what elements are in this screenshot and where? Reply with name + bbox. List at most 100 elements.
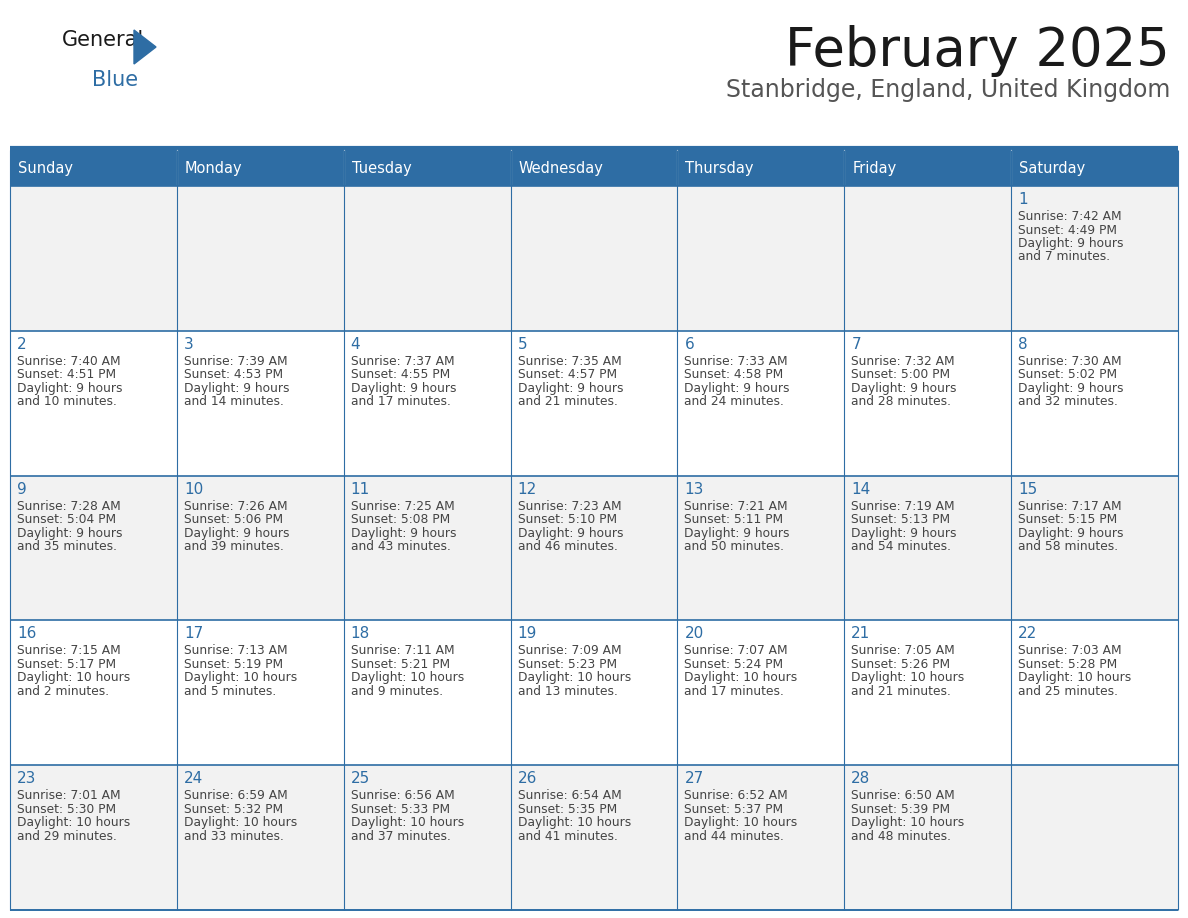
Bar [1011,621,1178,766]
Text: and 37 minutes.: and 37 minutes. [350,830,450,843]
Bar [10,621,177,766]
Text: and 5 minutes.: and 5 minutes. [184,685,276,698]
Text: Sunset: 4:49 PM: Sunset: 4:49 PM [1018,223,1117,237]
Text: and 54 minutes.: and 54 minutes. [852,540,952,554]
Text: 10: 10 [184,482,203,497]
Text: 1: 1 [1018,192,1028,207]
Bar [343,150,511,186]
Text: and 33 minutes.: and 33 minutes. [184,830,284,843]
Text: Daylight: 10 hours: Daylight: 10 hours [1018,671,1131,685]
Bar [177,330,343,476]
Bar [10,766,177,910]
Text: 19: 19 [518,626,537,642]
Text: Sunset: 5:24 PM: Sunset: 5:24 PM [684,658,784,671]
Text: Daylight: 9 hours: Daylight: 9 hours [518,382,623,395]
Text: Sunset: 5:37 PM: Sunset: 5:37 PM [684,802,784,816]
Text: and 39 minutes.: and 39 minutes. [184,540,284,554]
Text: 22: 22 [1018,626,1037,642]
Text: Sunday: Sunday [18,161,72,175]
Text: Sunrise: 7:26 AM: Sunrise: 7:26 AM [184,499,287,512]
Text: Daylight: 10 hours: Daylight: 10 hours [518,671,631,685]
Text: Daylight: 10 hours: Daylight: 10 hours [852,816,965,829]
Text: 4: 4 [350,337,360,352]
Text: Sunrise: 7:35 AM: Sunrise: 7:35 AM [518,354,621,368]
Text: 6: 6 [684,337,694,352]
Bar [343,186,511,330]
Text: Sunrise: 7:19 AM: Sunrise: 7:19 AM [852,499,955,512]
Bar [10,476,177,621]
Text: Sunset: 5:32 PM: Sunset: 5:32 PM [184,802,283,816]
Text: 28: 28 [852,771,871,786]
Text: Daylight: 9 hours: Daylight: 9 hours [350,527,456,540]
Text: Tuesday: Tuesday [352,161,411,175]
Text: Daylight: 9 hours: Daylight: 9 hours [184,382,290,395]
Text: Sunrise: 7:42 AM: Sunrise: 7:42 AM [1018,210,1121,223]
Text: Sunrise: 7:23 AM: Sunrise: 7:23 AM [518,499,621,512]
Bar [845,621,1011,766]
Text: Daylight: 10 hours: Daylight: 10 hours [350,816,465,829]
Bar [1011,766,1178,910]
Text: and 24 minutes.: and 24 minutes. [684,396,784,409]
Text: Thursday: Thursday [685,161,754,175]
Text: and 17 minutes.: and 17 minutes. [684,685,784,698]
Text: Sunset: 4:58 PM: Sunset: 4:58 PM [684,368,784,381]
Text: and 41 minutes.: and 41 minutes. [518,830,618,843]
Text: Sunset: 4:55 PM: Sunset: 4:55 PM [350,368,450,381]
Text: Sunset: 5:10 PM: Sunset: 5:10 PM [518,513,617,526]
Text: Wednesday: Wednesday [519,161,604,175]
Text: Sunset: 5:28 PM: Sunset: 5:28 PM [1018,658,1118,671]
Text: 18: 18 [350,626,369,642]
Text: 14: 14 [852,482,871,497]
Text: 11: 11 [350,482,369,497]
Bar [845,186,1011,330]
Text: 16: 16 [17,626,37,642]
Text: Sunset: 5:11 PM: Sunset: 5:11 PM [684,513,784,526]
Text: and 46 minutes.: and 46 minutes. [518,540,618,554]
Text: and 7 minutes.: and 7 minutes. [1018,251,1111,263]
Text: and 13 minutes.: and 13 minutes. [518,685,618,698]
Bar [177,476,343,621]
Bar [1011,476,1178,621]
Text: 3: 3 [184,337,194,352]
Bar [1011,150,1178,186]
Text: 2: 2 [17,337,26,352]
Text: Sunset: 4:57 PM: Sunset: 4:57 PM [518,368,617,381]
Text: 24: 24 [184,771,203,786]
Bar [677,766,845,910]
Bar [10,186,177,330]
Text: Daylight: 9 hours: Daylight: 9 hours [1018,382,1124,395]
Bar [10,330,177,476]
Text: Sunset: 5:00 PM: Sunset: 5:00 PM [852,368,950,381]
Text: Daylight: 9 hours: Daylight: 9 hours [350,382,456,395]
Text: Sunset: 5:06 PM: Sunset: 5:06 PM [184,513,283,526]
Text: Sunrise: 7:15 AM: Sunrise: 7:15 AM [17,644,121,657]
Text: 8: 8 [1018,337,1028,352]
Text: Sunrise: 6:50 AM: Sunrise: 6:50 AM [852,789,955,802]
Text: 26: 26 [518,771,537,786]
Text: Daylight: 10 hours: Daylight: 10 hours [184,816,297,829]
Text: and 25 minutes.: and 25 minutes. [1018,685,1118,698]
Text: Daylight: 10 hours: Daylight: 10 hours [17,816,131,829]
Text: Sunrise: 7:01 AM: Sunrise: 7:01 AM [17,789,121,802]
Text: Sunset: 5:17 PM: Sunset: 5:17 PM [17,658,116,671]
Text: Saturday: Saturday [1019,161,1086,175]
Text: Sunset: 5:08 PM: Sunset: 5:08 PM [350,513,450,526]
Text: Sunrise: 7:21 AM: Sunrise: 7:21 AM [684,499,788,512]
Text: Stanbridge, England, United Kingdom: Stanbridge, England, United Kingdom [726,78,1170,102]
Text: Sunrise: 7:11 AM: Sunrise: 7:11 AM [350,644,454,657]
Bar [677,476,845,621]
Text: Sunrise: 7:05 AM: Sunrise: 7:05 AM [852,644,955,657]
Text: Daylight: 9 hours: Daylight: 9 hours [852,527,956,540]
Bar [511,766,677,910]
Text: Sunset: 4:53 PM: Sunset: 4:53 PM [184,368,283,381]
Text: 9: 9 [17,482,27,497]
Text: 21: 21 [852,626,871,642]
Text: Sunrise: 7:17 AM: Sunrise: 7:17 AM [1018,499,1121,512]
Bar [845,150,1011,186]
Text: February 2025: February 2025 [785,25,1170,77]
Bar [177,150,343,186]
Text: and 2 minutes.: and 2 minutes. [17,685,109,698]
Text: Sunset: 5:19 PM: Sunset: 5:19 PM [184,658,283,671]
Text: Sunset: 5:04 PM: Sunset: 5:04 PM [17,513,116,526]
Bar [845,476,1011,621]
